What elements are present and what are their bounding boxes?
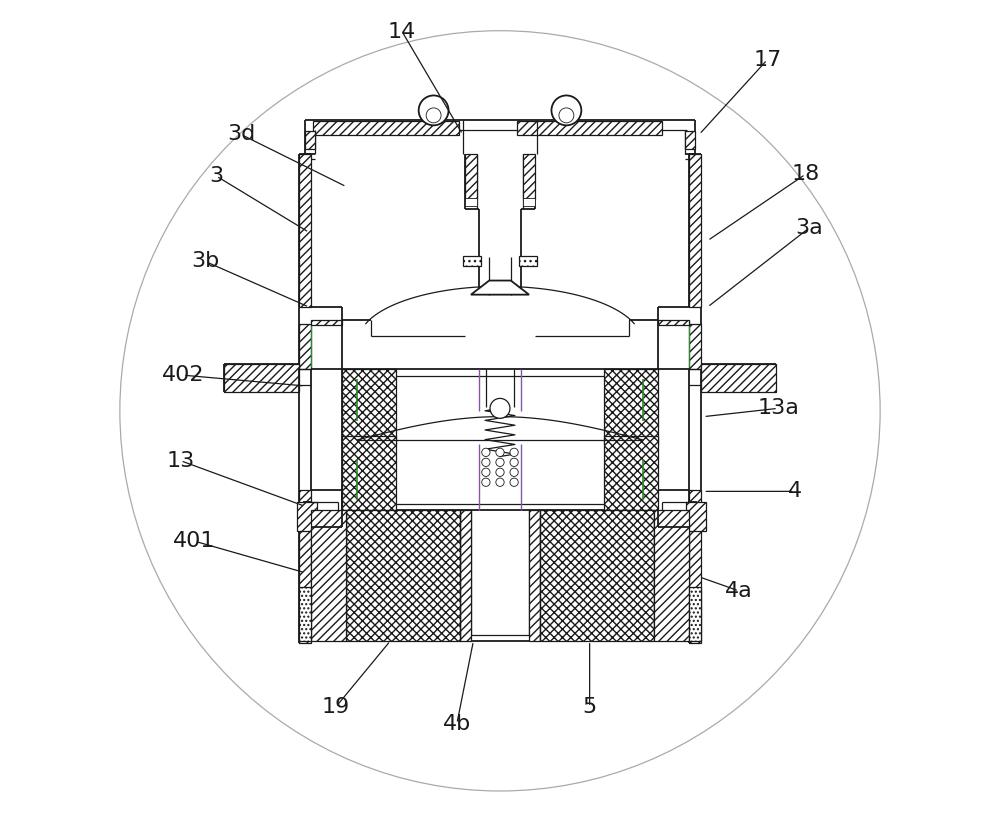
Bar [313, 121, 458, 135]
Text: 3a: 3a [795, 218, 823, 238]
Bar [299, 490, 311, 643]
Circle shape [510, 448, 518, 457]
Circle shape [490, 398, 510, 418]
Circle shape [419, 95, 449, 125]
Circle shape [482, 448, 490, 457]
Bar [460, 510, 471, 641]
Bar [297, 502, 317, 531]
Bar [654, 510, 689, 641]
Circle shape [496, 468, 504, 476]
Text: 13: 13 [166, 451, 195, 471]
Bar [689, 502, 696, 531]
Circle shape [482, 478, 490, 486]
Polygon shape [471, 281, 529, 295]
Circle shape [510, 458, 518, 466]
Circle shape [496, 458, 504, 466]
Bar [701, 364, 776, 392]
Bar [311, 320, 342, 325]
Bar [465, 198, 477, 206]
Circle shape [496, 478, 504, 486]
Circle shape [496, 448, 504, 457]
Bar [529, 510, 540, 641]
Bar [342, 369, 396, 444]
Circle shape [510, 468, 518, 476]
Circle shape [120, 31, 880, 791]
Bar [689, 154, 701, 307]
Bar [519, 256, 537, 266]
Text: 4b: 4b [443, 714, 471, 734]
Bar [689, 490, 701, 643]
Text: 5: 5 [583, 697, 597, 717]
Circle shape [482, 458, 490, 466]
Text: 13a: 13a [757, 398, 799, 418]
Text: 18: 18 [791, 164, 820, 184]
Bar [346, 510, 460, 641]
Bar [523, 154, 535, 199]
Bar [465, 154, 477, 199]
Circle shape [551, 95, 581, 125]
Bar [224, 364, 299, 392]
Bar [689, 587, 701, 641]
Text: 4: 4 [788, 481, 802, 501]
Text: 17: 17 [753, 50, 781, 70]
Bar [304, 502, 311, 531]
Circle shape [510, 478, 518, 486]
Circle shape [482, 468, 490, 476]
Bar [299, 154, 311, 307]
Bar [311, 510, 346, 641]
Text: 19: 19 [322, 697, 350, 717]
Bar [517, 121, 662, 135]
Bar [658, 320, 689, 325]
Bar [305, 131, 315, 149]
Circle shape [426, 108, 441, 123]
Bar [463, 256, 481, 266]
Bar [689, 324, 701, 369]
Text: 3b: 3b [191, 251, 219, 271]
Bar [299, 587, 311, 641]
Bar [540, 510, 654, 641]
Bar [342, 436, 396, 510]
Text: 401: 401 [173, 531, 216, 551]
Bar [604, 436, 658, 510]
Text: 4a: 4a [725, 581, 753, 601]
Bar [299, 324, 311, 369]
Circle shape [559, 108, 574, 123]
Bar [686, 502, 706, 531]
Text: 402: 402 [162, 365, 204, 385]
Text: 14: 14 [388, 22, 416, 42]
Bar [604, 369, 658, 444]
Bar [523, 198, 535, 206]
Text: 3d: 3d [227, 124, 255, 144]
Bar [685, 131, 695, 149]
Text: 3: 3 [209, 166, 223, 186]
